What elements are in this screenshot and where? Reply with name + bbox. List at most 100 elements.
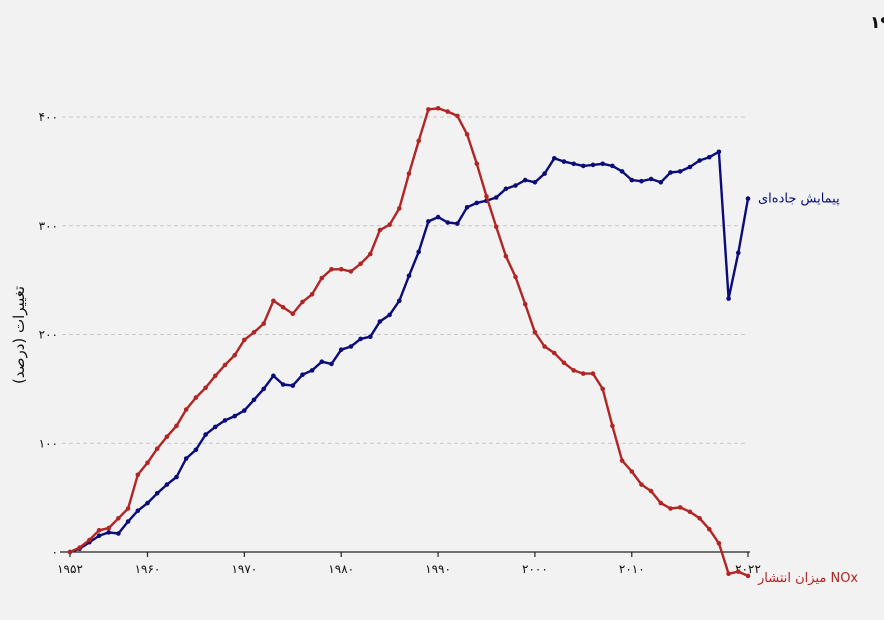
data-point — [610, 163, 615, 169]
data-point — [300, 299, 305, 305]
data-point — [106, 530, 111, 535]
data-point — [736, 569, 741, 574]
data-point — [222, 362, 228, 368]
y-tick-label: ۳۰۰ — [39, 219, 58, 233]
data-point — [154, 491, 160, 496]
data-point — [406, 171, 412, 176]
data-point — [242, 408, 247, 413]
data-point — [532, 330, 538, 335]
data-point — [590, 371, 596, 376]
data-point — [503, 253, 509, 259]
data-point — [619, 169, 625, 174]
data-point — [164, 434, 170, 440]
series-line — [69, 150, 750, 554]
data-point — [300, 372, 305, 378]
x-tick-label: ۱۹۶۰ — [135, 562, 161, 576]
data-point — [406, 273, 412, 279]
data-point — [493, 195, 499, 200]
data-point — [377, 227, 383, 233]
data-point — [464, 205, 470, 210]
data-point — [600, 161, 605, 167]
y-axis-label: تغییرات (درصد) — [10, 286, 28, 384]
series-nox-emissions — [67, 106, 751, 579]
data-point — [522, 177, 528, 183]
data-point — [174, 474, 179, 480]
data-point — [290, 311, 296, 317]
data-point — [648, 176, 654, 182]
data-point — [726, 296, 731, 301]
x-tick-label: ۱۹۷۰ — [231, 562, 257, 576]
x-tick-label: ۲۰۱۰ — [619, 562, 645, 576]
data-point — [677, 169, 683, 174]
data-point — [445, 109, 451, 114]
data-point — [542, 344, 547, 349]
data-point — [513, 183, 518, 188]
data-point — [338, 267, 344, 272]
data-point — [571, 368, 576, 373]
data-point — [716, 149, 722, 155]
data-point — [232, 413, 237, 419]
data-point — [358, 336, 363, 342]
data-point — [484, 194, 489, 199]
data-point — [309, 292, 315, 297]
data-point — [183, 456, 189, 461]
data-point — [658, 500, 664, 506]
data-point — [135, 508, 141, 513]
data-point — [697, 158, 702, 163]
data-point — [561, 360, 567, 366]
data-point — [600, 386, 605, 392]
data-point — [474, 161, 480, 167]
data-point — [348, 344, 354, 349]
data-point — [271, 373, 276, 379]
y-tick-label: ۱۰۰ — [39, 436, 58, 450]
data-point — [464, 132, 470, 137]
data-point — [687, 164, 693, 170]
x-tick-label: ۱۹۵۲ — [57, 562, 83, 576]
data-point — [387, 312, 392, 318]
data-point — [474, 200, 480, 206]
series-line — [69, 107, 749, 577]
data-point — [193, 395, 199, 400]
data-point — [77, 545, 82, 550]
data-point — [87, 537, 92, 543]
data-point — [309, 368, 315, 373]
data-point — [116, 516, 121, 521]
data-point — [571, 161, 576, 167]
data-point — [280, 382, 286, 387]
data-point — [726, 571, 731, 577]
data-point — [532, 180, 538, 185]
data-point — [222, 418, 228, 423]
data-point — [677, 505, 683, 510]
data-point — [435, 106, 441, 111]
data-point — [319, 275, 325, 281]
data-point — [116, 531, 121, 536]
data-point — [319, 359, 325, 365]
data-point — [174, 423, 179, 429]
y-tick-label: ۲۰۰ — [39, 328, 58, 342]
data-point — [135, 472, 141, 478]
data-point — [145, 460, 150, 466]
data-point — [639, 178, 644, 184]
data-point — [96, 528, 102, 533]
data-point — [232, 352, 237, 358]
x-tick-label: ۲۰۰۰ — [522, 562, 548, 576]
data-point — [513, 274, 518, 280]
data-point — [668, 170, 673, 175]
data-point — [707, 526, 712, 532]
data-point — [455, 221, 460, 226]
data-point — [387, 222, 392, 227]
data-point — [397, 298, 402, 304]
data-point — [290, 383, 296, 388]
data-point — [368, 334, 373, 340]
data-point — [426, 219, 431, 224]
data-point — [251, 330, 257, 335]
data-point — [280, 305, 286, 310]
data-point — [125, 519, 131, 524]
data-point — [619, 458, 625, 463]
x-tick-label: ۱۹۹۰ — [425, 562, 451, 576]
data-point — [639, 482, 644, 487]
data-point — [329, 267, 334, 272]
data-point — [736, 250, 741, 256]
